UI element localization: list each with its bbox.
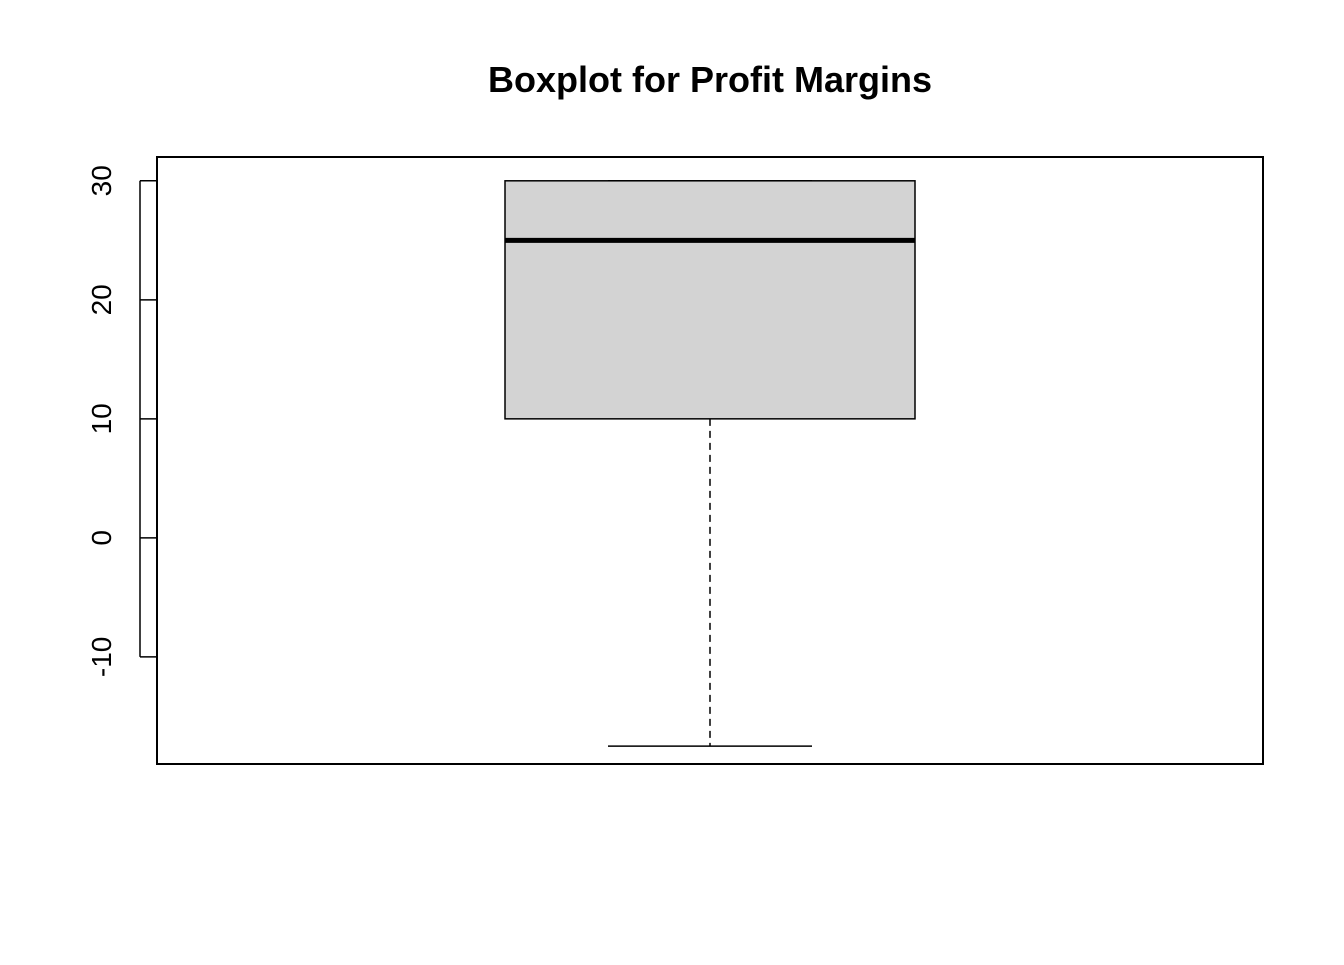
y-tick-label: 20: [86, 284, 117, 315]
y-tick-label: 30: [86, 165, 117, 196]
iqr-box: [504, 180, 916, 420]
chart-title: Boxplot for Profit Margins: [488, 59, 932, 100]
y-tick-label: 10: [86, 403, 117, 434]
y-tick-label: -10: [86, 637, 117, 677]
y-tick-label: 0: [86, 530, 117, 546]
y-axis: -10 0 10 20 30: [86, 165, 157, 677]
plot-frame: [156, 156, 1264, 765]
box-group: [504, 180, 916, 747]
